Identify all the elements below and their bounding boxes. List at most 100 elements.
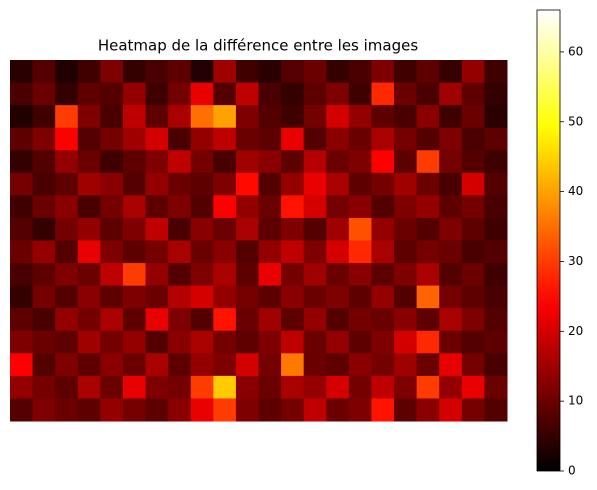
heatmap-cell	[190, 240, 214, 264]
heatmap-cell	[303, 263, 327, 287]
heatmap-cell	[461, 105, 485, 129]
heatmap-cell	[190, 82, 214, 106]
heatmap-cell	[100, 105, 124, 129]
colorbar-tick-label: 10	[568, 394, 583, 408]
heatmap-cell	[235, 375, 259, 399]
heatmap-cell	[235, 82, 259, 106]
heatmap-cell	[168, 285, 192, 309]
heatmap-cell	[77, 240, 101, 264]
heatmap-cell	[281, 195, 305, 219]
heatmap-cell	[168, 217, 192, 241]
heatmap-cell	[55, 308, 79, 332]
heatmap-cell	[235, 150, 259, 174]
heatmap-cell	[77, 82, 101, 106]
heatmap-cell	[213, 353, 237, 377]
heatmap-cell	[416, 285, 440, 309]
heatmap-cell	[258, 240, 282, 264]
colorbar-tick-label: 60	[568, 44, 583, 58]
heatmap-cell	[394, 195, 418, 219]
heatmap-cell	[32, 150, 56, 174]
heatmap-cell	[303, 105, 327, 129]
heatmap-cell	[416, 217, 440, 241]
heatmap-cell	[145, 330, 169, 354]
heatmap-cell	[100, 217, 124, 241]
heatmap-cell	[100, 353, 124, 377]
heatmap-cell	[235, 353, 259, 377]
heatmap-cell	[484, 398, 508, 422]
heatmap-cell	[32, 60, 56, 84]
heatmap-cell	[303, 330, 327, 354]
heatmap-cell	[258, 217, 282, 241]
heatmap-cell	[10, 375, 34, 399]
heatmap-cell	[32, 240, 56, 264]
heatmap-cell	[416, 195, 440, 219]
heatmap-cell	[168, 150, 192, 174]
heatmap-cell	[416, 263, 440, 287]
heatmap-cell	[77, 127, 101, 151]
heatmap-cell	[100, 398, 124, 422]
heatmap-cell	[122, 127, 147, 151]
heatmap-cell	[145, 398, 169, 422]
heatmap-cell	[235, 240, 259, 264]
heatmap-cell	[122, 60, 147, 84]
heatmap-cell	[394, 127, 418, 151]
heatmap-cell	[484, 285, 508, 309]
heatmap-cell	[32, 308, 56, 332]
heatmap-cell	[168, 82, 192, 106]
heatmap-cell	[32, 127, 56, 151]
heatmap-cell	[100, 172, 124, 196]
heatmap-cell	[77, 60, 101, 84]
heatmap-cell	[461, 330, 485, 354]
heatmap-cell	[303, 127, 327, 151]
heatmap-cell	[484, 105, 508, 129]
heatmap-cell	[122, 308, 147, 332]
heatmap-cell	[439, 353, 463, 377]
heatmap-cell	[258, 285, 282, 309]
heatmap-cell	[416, 353, 440, 377]
heatmap-cell	[416, 172, 440, 196]
heatmap-cell	[213, 172, 237, 196]
heatmap-cell	[168, 330, 192, 354]
heatmap-cell	[394, 240, 418, 264]
heatmap-cell	[145, 217, 169, 241]
heatmap-cell	[213, 195, 237, 219]
heatmap-cell	[484, 150, 508, 174]
heatmap-cell	[10, 172, 34, 196]
heatmap-cell	[168, 240, 192, 264]
heatmap-cell	[122, 263, 147, 287]
heatmap-cell	[461, 172, 485, 196]
heatmap-cell	[122, 353, 147, 377]
heatmap-cell	[190, 308, 214, 332]
heatmap-cell	[77, 398, 101, 422]
heatmap-cell	[55, 285, 79, 309]
heatmap-cell	[461, 375, 485, 399]
heatmap-cell	[439, 150, 463, 174]
heatmap-cell	[326, 285, 350, 309]
heatmap-cell	[439, 375, 463, 399]
heatmap-cell	[10, 195, 34, 219]
heatmap-cell	[326, 353, 350, 377]
heatmap-cell	[281, 150, 305, 174]
heatmap-cell	[55, 353, 79, 377]
heatmap-cell	[10, 398, 34, 422]
heatmap-cell	[348, 330, 372, 354]
heatmap-cell	[77, 150, 101, 174]
heatmap-cell	[235, 60, 259, 84]
heatmap-cell	[394, 60, 418, 84]
heatmap-cell	[371, 217, 395, 241]
heatmap-cell	[326, 398, 350, 422]
heatmap-cell	[348, 398, 372, 422]
heatmap-cell	[416, 375, 440, 399]
heatmap-cell	[394, 172, 418, 196]
heatmap-cell	[281, 240, 305, 264]
heatmap-cell	[326, 195, 350, 219]
heatmap-cell	[145, 195, 169, 219]
heatmap-cell	[484, 127, 508, 151]
heatmap-cell	[213, 150, 237, 174]
heatmap-cell	[32, 263, 56, 287]
heatmap-cell	[32, 105, 56, 129]
heatmap-cell	[416, 60, 440, 84]
heatmap-cell	[371, 330, 395, 354]
heatmap-cell	[416, 308, 440, 332]
heatmap-cell	[394, 375, 418, 399]
